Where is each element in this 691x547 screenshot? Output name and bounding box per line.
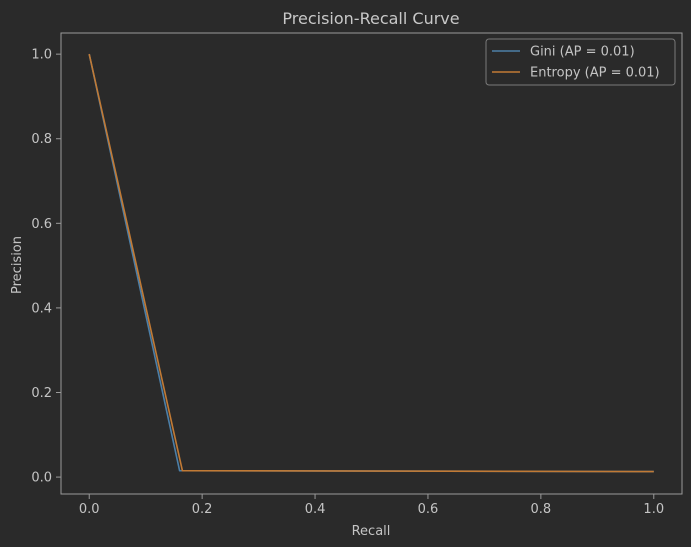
x-axis-label: Recall <box>352 524 391 539</box>
series-line-entropy <box>88 53 654 473</box>
y-tick-label: 0.6 <box>31 217 52 232</box>
axes-frame <box>60 32 683 495</box>
legend-label-gini: Gini (AP = 0.01) <box>530 45 635 60</box>
legend: Gini (AP = 0.01) Entropy (AP = 0.01) <box>485 38 676 86</box>
y-tick-label: 0.4 <box>31 301 52 316</box>
plot-area: 0.0 0.2 0.4 0.6 0.8 1.0 0.0 0.2 0.4 0.6 0.8 1.0 <box>31 32 683 517</box>
chart-title: Precision-Recall Curve <box>282 9 459 28</box>
y-axis-label: Precision <box>10 236 25 294</box>
y-tick-label: 0.0 <box>31 471 52 486</box>
legend-label-entropy: Entropy (AP = 0.01) <box>530 66 660 81</box>
x-tick-label: 0.4 <box>305 502 326 517</box>
series-line-gini <box>88 53 654 473</box>
x-tick-label: 0.8 <box>531 502 552 517</box>
legend-frame <box>485 38 676 86</box>
x-tick-label: 0.0 <box>79 502 100 517</box>
x-tick-label: 0.6 <box>418 502 439 517</box>
y-tick-label: 1.0 <box>31 48 52 63</box>
y-tick-label: 0.2 <box>31 386 52 401</box>
x-tick-label: 0.2 <box>192 502 213 517</box>
y-tick-label: 0.8 <box>31 132 52 147</box>
x-tick-label: 1.0 <box>643 502 664 517</box>
